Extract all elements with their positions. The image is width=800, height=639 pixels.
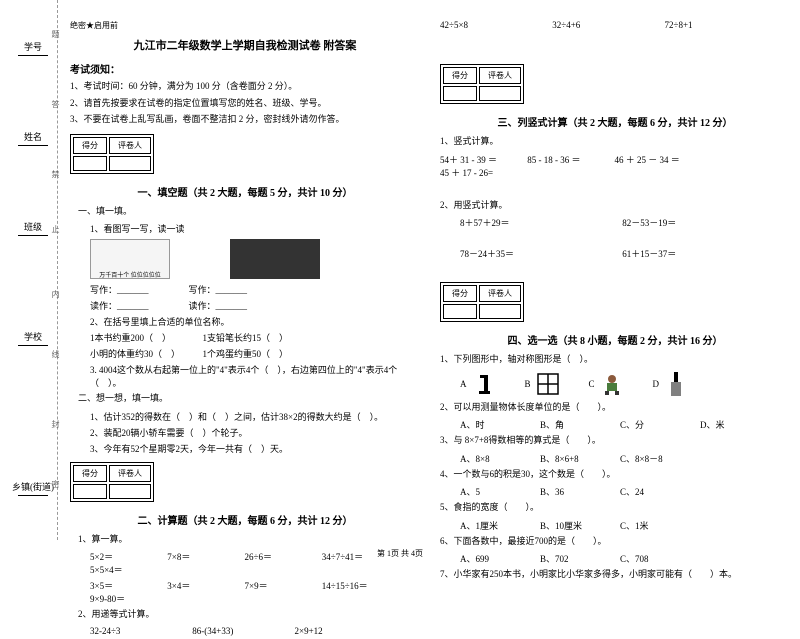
q1-2: 2、在括号里填上合适的单位名称。 bbox=[70, 315, 420, 328]
s4-q4: 4、一个数与6的积是30，这个数是（ ）。 bbox=[440, 468, 790, 482]
vmark: 密 bbox=[50, 480, 61, 488]
digit-one-icon bbox=[473, 373, 495, 395]
score-cell: 得分 bbox=[73, 465, 107, 482]
opt-row: A、5B、36C、24 bbox=[440, 485, 790, 498]
s4-q2: 2、可以用测量物体长度单位的是（ ）。 bbox=[440, 401, 790, 415]
score-box: 得分 评卷人 bbox=[440, 282, 524, 322]
calc-row: 78－24＋35＝ 61＋15－37＝ bbox=[440, 247, 790, 260]
choice-d: D bbox=[653, 373, 688, 395]
q2-1: 1、估计352的得数在（ ）和（ ）之间，估计38×2的得数大约是（ ）。 bbox=[70, 410, 420, 423]
comb-icon bbox=[665, 373, 687, 395]
binding-sidebar: 学号 姓名 班级 学校 乡镇(街道) 题 答 禁 止 内 线 封 密 bbox=[8, 0, 58, 540]
notice-item: 1、考试时间：60 分钟，满分为 100 分（含卷面分 2 分）。 bbox=[70, 80, 420, 93]
left-column: 绝密★启用前 九江市二年级数学上学期自我检测试卷 附答案 考试须知： 1、考试时… bbox=[70, 20, 420, 639]
calc-row: 8＋57＋29＝ 82－53－19＝ bbox=[440, 216, 790, 229]
s4-q5: 5、食指的宽度（ ）。 bbox=[440, 501, 790, 515]
vmark: 封 bbox=[50, 420, 61, 428]
s4-q6: 6、下面各数中，最接近700的是（ ）。 bbox=[440, 535, 790, 549]
vmark: 止 bbox=[50, 225, 61, 233]
score-box: 得分 评卷人 bbox=[70, 462, 154, 502]
s4-q7: 7、小华家有250本书，小明家比小华家多得多，小明家可能有（ ）本。 bbox=[440, 568, 790, 582]
confidential-mark: 绝密★启用前 bbox=[70, 20, 420, 31]
choice-c: C bbox=[589, 373, 623, 395]
choice-row: A B C D bbox=[440, 373, 790, 395]
q1-2a: 1本书约重200（ ） 1支铅笔长约15（ ） bbox=[70, 331, 420, 344]
notice-heading: 考试须知： bbox=[70, 61, 420, 76]
abacus-group: 万千百十个 位位位位位 bbox=[90, 239, 420, 279]
choice-b: B bbox=[525, 373, 559, 395]
score-cell: 得分 bbox=[443, 67, 477, 84]
sidebar-label-studentid: 学号 bbox=[8, 40, 58, 56]
s4-q3: 3、与 8×7+8得数相等的算式是（ ）。 bbox=[440, 434, 790, 448]
write-label: 写作：_______ bbox=[189, 283, 248, 296]
q2-3: 3、今年有52个星期零2天，今年一共有（ ）天。 bbox=[70, 442, 420, 455]
s3-q1: 1、竖式计算。 bbox=[440, 135, 790, 149]
sidebar-label-name: 姓名 bbox=[8, 130, 58, 146]
read-label: 读作：_______ bbox=[90, 299, 149, 312]
calc-row: 3×5＝ 3×4＝ 7×9＝ 14÷15÷16＝ 9×9-80＝ bbox=[70, 579, 420, 605]
reviewer-cell: 评卷人 bbox=[479, 285, 521, 302]
grid-icon bbox=[537, 373, 559, 395]
exam-title: 九江市二年级数学上学期自我检测试卷 附答案 bbox=[70, 37, 420, 53]
abacus-icon bbox=[230, 239, 320, 279]
page-content: 绝密★启用前 九江市二年级数学上学期自我检测试卷 附答案 考试须知： 1、考试时… bbox=[70, 20, 790, 639]
calc-row: 42÷5×8 32÷4+6 72÷8+1 bbox=[440, 20, 790, 30]
sidebar-label-school: 学校 bbox=[8, 330, 58, 346]
q1: 一、填一填。 bbox=[70, 205, 420, 219]
vmark: 题 bbox=[50, 30, 61, 38]
vmark: 禁 bbox=[50, 170, 61, 178]
opt-row: A、时B、角C、分D、米 bbox=[440, 418, 790, 431]
score-box: 得分 评卷人 bbox=[440, 64, 524, 104]
write-label: 写作：_______ bbox=[90, 283, 149, 296]
page-footer: 第 1页 共 4页 bbox=[0, 548, 800, 559]
s2-q1: 1、算一算。 bbox=[70, 533, 420, 547]
section1-title: 一、填空题（共 2 大题，每题 5 分，共计 10 分） bbox=[70, 184, 420, 199]
score-cell: 得分 bbox=[73, 137, 107, 154]
reviewer-cell: 评卷人 bbox=[479, 67, 521, 84]
q1-1: 1、看图写一写，读一读 bbox=[70, 222, 420, 235]
calc-row: 32-24÷3 86-(34+33) 2×9+12 bbox=[70, 626, 420, 636]
vmark: 线 bbox=[50, 350, 61, 358]
opt-row: A、1厘米B、10厘米C、1米 bbox=[440, 519, 790, 532]
q1-2b: 小明的体重约30（ ） 1个鸡蛋约重50（ ） bbox=[70, 347, 420, 360]
right-column: 42÷5×8 32÷4+6 72÷8+1 得分 评卷人 三、列竖式计算（共 2 … bbox=[440, 20, 790, 639]
calc-row: 54＋ 31 - 39 ＝ 85 - 18 - 36 ＝ 46 ＋ 25 － 3… bbox=[440, 153, 790, 179]
score-box: 得分 评卷人 bbox=[70, 134, 154, 174]
s2-q2: 2、用递等式计算。 bbox=[70, 608, 420, 622]
q1-3: 3. 4004这个数从右起第一位上的"4"表示4个（ ），右边第四位上的"4"表… bbox=[70, 363, 420, 389]
choice-a: A bbox=[460, 373, 495, 395]
notice-item: 2、请首先按要求在试卷的指定位置填写您的姓名、班级、学号。 bbox=[70, 97, 420, 110]
s4-q1: 1、下列图形中，轴对称图形是（ ）。 bbox=[440, 353, 790, 367]
section3-title: 三、列竖式计算（共 2 大题，每题 6 分，共计 12 分） bbox=[440, 114, 790, 129]
score-cell: 得分 bbox=[443, 285, 477, 302]
q2-2: 2、装配20辆小轿车需要（ ）个轮子。 bbox=[70, 426, 420, 439]
opt-row: A、8×8B、8×6+8C、8×8－8 bbox=[440, 452, 790, 465]
s3-q2: 2、用竖式计算。 bbox=[440, 199, 790, 213]
reviewer-cell: 评卷人 bbox=[109, 137, 151, 154]
notice-item: 3、不要在试卷上乱写乱画，卷面不整洁扣 2 分，密封线外请勿作答。 bbox=[70, 113, 420, 126]
vmark: 内 bbox=[50, 290, 61, 298]
section4-title: 四、选一选（共 8 小题，每题 2 分，共计 16 分） bbox=[440, 332, 790, 347]
section2-title: 二、计算题（共 2 大题，每题 6 分，共计 12 分） bbox=[70, 512, 420, 527]
read-label: 读作：_______ bbox=[189, 299, 248, 312]
figure-icon bbox=[601, 373, 623, 395]
q2: 二、想一想，填一填。 bbox=[70, 392, 420, 406]
reviewer-cell: 评卷人 bbox=[109, 465, 151, 482]
abacus-icon: 万千百十个 位位位位位 bbox=[90, 239, 170, 279]
vmark: 答 bbox=[50, 100, 61, 108]
